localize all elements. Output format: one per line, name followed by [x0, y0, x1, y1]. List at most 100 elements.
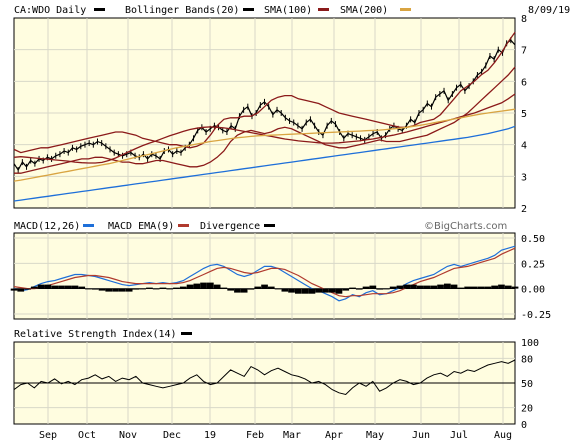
- divergence-bar-26: [186, 284, 194, 289]
- divergence-bar-62: [430, 285, 438, 289]
- divergence-bar-60: [416, 285, 424, 289]
- price-y-ticks: 2 3 4 5 6 7 8: [521, 14, 527, 215]
- macd-y-tick-1: 0.25: [521, 259, 545, 270]
- divergence-bar-13: [98, 288, 106, 291]
- symbol-legend-swatch: [94, 8, 105, 11]
- price-series-5-macd: [13, 125, 516, 202]
- price-series-1-bollinger: [13, 31, 516, 154]
- divergence-bar-31: [220, 287, 228, 289]
- divergence-bar-57: [396, 285, 404, 289]
- month-label-2: Nov: [119, 430, 137, 441]
- sma200-legend-swatch: [400, 8, 411, 11]
- bollinger-legend-label: Bollinger Bands(20): [125, 5, 239, 16]
- divergence-bar-40: [281, 288, 289, 292]
- divergence-bar-46: [322, 288, 329, 293]
- rsi-y-tick-2: 50: [521, 379, 533, 390]
- divergence-bar-41: [288, 288, 295, 293]
- month-label-7: Apr: [325, 430, 343, 441]
- bigcharts-watermark: ©BigCharts.com: [424, 221, 507, 232]
- divergence-bar-30: [213, 284, 221, 289]
- price-y-tick-4: 6: [521, 77, 527, 88]
- divergence-bar-10: [78, 286, 86, 289]
- month-label-9: Jun: [412, 430, 430, 441]
- macd-panel: MACD(12,26) MACD EMA(9) Divergence ©BigC…: [10, 221, 551, 321]
- rsi-series: [13, 359, 516, 396]
- macd-series-macd: [13, 245, 516, 302]
- macd-ema-legend-label: MACD EMA(9): [108, 221, 174, 232]
- divergence-bar-66: [457, 287, 465, 289]
- rsi-y-tick-4: 0: [521, 420, 527, 431]
- divergence-bar-6: [51, 285, 58, 289]
- divergence-bar-63: [437, 284, 444, 289]
- x-axis-month-labels: Sep Oct Nov Dec 19 Feb Mar Apr May Jun Jul Aug: [39, 430, 512, 441]
- month-label-11: Aug: [494, 430, 512, 441]
- divergence-bar-28: [200, 282, 207, 289]
- divergence-bar-16: [119, 288, 126, 292]
- divergence-bar-38: [267, 286, 275, 289]
- divergence-bar-55: [383, 288, 390, 290]
- divergence-bar-9: [71, 285, 79, 289]
- divergence-bar-70: [484, 286, 492, 289]
- rsi-series-line: [13, 359, 516, 396]
- divergence-bar-53: [369, 285, 377, 289]
- divergence-bar-4: [37, 284, 45, 289]
- macd-y-tick-2: 0.00: [521, 285, 545, 296]
- divergence-bar-14: [105, 288, 113, 292]
- price-y-tick-6: 8: [521, 14, 527, 25]
- divergence-bar-58: [403, 284, 410, 289]
- divergence-bar-3: [31, 286, 38, 289]
- divergence-bar-51: [355, 288, 363, 290]
- divergence-bar-27: [193, 283, 201, 289]
- sma200-legend-label: SMA(200): [340, 5, 388, 16]
- divergence-bar-67: [464, 286, 471, 289]
- month-label-4: 19: [204, 430, 216, 441]
- price-panel-header: CA:WDO Daily Bollinger Bands(20) SMA(100…: [14, 5, 570, 16]
- macd-y-ticks: 0.50 0.25 0.00 -0.25: [521, 234, 551, 321]
- divergence-bar-72: [498, 284, 505, 289]
- divergence-bar-21: [152, 288, 160, 290]
- sma100-legend-label: SMA(100): [264, 5, 312, 16]
- divergence-bar-32: [227, 288, 234, 291]
- month-label-5: Feb: [246, 430, 264, 441]
- price-series-4-sma200: [13, 108, 516, 182]
- month-label-0: Sep: [39, 430, 57, 441]
- symbol-label: CA:WDO Daily: [14, 5, 86, 16]
- rsi-y-tick-1: 80: [521, 354, 533, 365]
- rsi-title: Relative Strength Index(14): [14, 329, 177, 340]
- divergence-bar-45: [315, 288, 322, 293]
- divergence-bar-2: [24, 288, 31, 290]
- divergence-bar-69: [477, 286, 485, 289]
- divergence-bar-68: [471, 286, 478, 289]
- macd-ema-legend-swatch: [178, 224, 189, 227]
- month-label-1: Oct: [78, 430, 96, 441]
- price-series-2-bollinger: [14, 66, 516, 174]
- divergence-bar-42: [295, 288, 302, 294]
- divergence-bar-19: [139, 288, 146, 290]
- divergence-bar-34: [240, 288, 248, 293]
- price-grid: [14, 18, 515, 208]
- divergence-legend-label: Divergence: [200, 221, 260, 232]
- divergence-bar-17: [125, 288, 133, 292]
- divergence-bar-0: [10, 288, 18, 291]
- macd-series-macd_ema: [13, 247, 516, 298]
- macd-series: [10, 245, 519, 302]
- macd-y-tick-3: -0.25: [521, 310, 551, 321]
- divergence-bar-54: [376, 288, 383, 290]
- price-y-tick-0: 2: [521, 204, 527, 215]
- date-label: 8/09/19: [528, 5, 570, 16]
- divergence-bar-71: [491, 285, 498, 289]
- divergence-bar-56: [389, 286, 397, 289]
- rsi-y-tick-3: 20: [521, 404, 533, 415]
- divergence-bar-44: [308, 288, 316, 294]
- month-label-8: May: [366, 430, 384, 441]
- month-label-6: Mar: [283, 430, 301, 441]
- macd-legend-swatch: [83, 224, 94, 227]
- divergence-bar-37: [261, 284, 268, 289]
- divergence-bar-74: [511, 286, 519, 289]
- divergence-bar-43: [301, 288, 309, 294]
- divergence-bar-15: [112, 288, 119, 292]
- divergence-bar-25: [179, 286, 187, 289]
- divergence-bar-22: [159, 287, 167, 289]
- bollinger-legend-swatch: [243, 8, 254, 11]
